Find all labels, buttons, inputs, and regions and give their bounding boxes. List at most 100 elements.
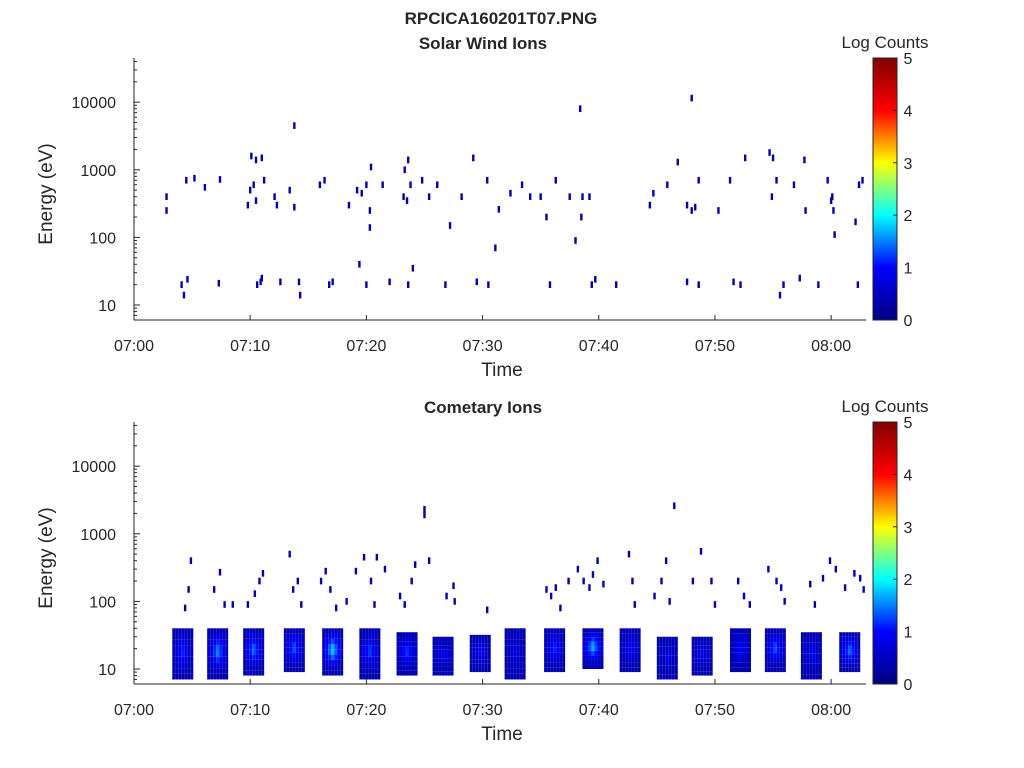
- count-cell: [773, 633, 777, 639]
- count-cell: [648, 201, 652, 209]
- count-cell: [739, 638, 743, 643]
- count-cell: [410, 577, 413, 585]
- count-cell: [553, 667, 557, 673]
- count-cell: [748, 652, 752, 658]
- count-cell: [325, 644, 329, 650]
- count-cell: [803, 663, 807, 669]
- count-cell: [325, 670, 329, 676]
- count-cell: [365, 639, 369, 646]
- count-cell: [800, 642, 804, 648]
- count-cell: [556, 628, 560, 634]
- count-cell: [216, 633, 220, 640]
- count-cell: [522, 645, 526, 652]
- count-cell: [547, 667, 551, 673]
- y-axis-label: Energy (eV): [36, 507, 57, 608]
- count-cell: [399, 651, 403, 657]
- count-cell: [818, 637, 822, 643]
- count-cell: [331, 654, 335, 660]
- count-cell: [833, 231, 836, 238]
- count-cell: [828, 557, 832, 565]
- count-cell: [597, 632, 601, 638]
- count-cell: [292, 633, 296, 639]
- cometary-ions-panel: 07:00 07:10 07:20 07:30 07:40 07:50 08:0010100…: [36, 397, 928, 745]
- count-cell: [475, 655, 479, 660]
- count-cell: [634, 647, 638, 653]
- count-cell: [662, 660, 666, 666]
- count-cell: [295, 662, 299, 668]
- count-cell: [709, 662, 713, 667]
- count-cell: [375, 553, 379, 561]
- count-cell: [818, 658, 822, 664]
- count-cell: [298, 647, 302, 653]
- count-cell: [656, 641, 660, 647]
- count-cell: [748, 638, 752, 643]
- count-cell: [203, 184, 207, 191]
- count-cell: [748, 633, 752, 639]
- count-cell: [519, 645, 523, 652]
- count-cell: [547, 662, 551, 668]
- count-cell: [478, 638, 482, 644]
- count-cell: [369, 577, 373, 585]
- count-cell: [243, 659, 247, 666]
- count-cell: [408, 632, 412, 638]
- count-cell: [427, 557, 431, 565]
- count-cell: [414, 665, 418, 671]
- count-cell: [441, 653, 445, 659]
- count-cell: [507, 673, 511, 680]
- count-cell: [178, 633, 182, 640]
- count-cell: [839, 641, 843, 646]
- count-cell: [764, 657, 768, 663]
- count-cell: [402, 661, 406, 666]
- count-cell: [249, 644, 253, 650]
- count-cell: [662, 636, 666, 642]
- count-cell: [553, 628, 557, 634]
- count-cell: [742, 642, 746, 648]
- count-cell: [703, 662, 707, 667]
- count-cell: [184, 668, 188, 674]
- count-cell: [594, 632, 598, 638]
- count-cell: [591, 571, 595, 578]
- count-cell: [475, 638, 479, 644]
- count-cell: [405, 637, 409, 642]
- count-cell: [189, 557, 193, 565]
- count-cell: [213, 651, 217, 657]
- count-cell: [322, 628, 326, 634]
- count-cell: [513, 633, 517, 640]
- count-cell: [559, 642, 563, 648]
- count-cell: [288, 186, 291, 194]
- count-cell: [854, 645, 858, 650]
- count-cell: [559, 647, 563, 653]
- count-cell: [252, 633, 256, 639]
- count-cell: [258, 659, 262, 666]
- count-cell: [767, 638, 771, 643]
- count-cell: [411, 670, 415, 676]
- count-cell: [776, 667, 780, 673]
- count-cell: [289, 638, 293, 643]
- count-cell: [694, 653, 698, 659]
- count-cell: [481, 659, 485, 664]
- count-cell: [484, 643, 488, 648]
- count-cell: [742, 647, 746, 653]
- count-cell: [325, 654, 329, 660]
- count-cell: [839, 649, 843, 655]
- count-cell: [664, 557, 668, 565]
- count-cell: [685, 201, 689, 209]
- count-cell: [733, 628, 737, 634]
- count-cell: [405, 661, 409, 666]
- count-cell: [190, 662, 194, 669]
- count-cell: [292, 652, 296, 658]
- count-cell: [222, 656, 226, 663]
- count-cell: [450, 641, 454, 646]
- count-cell: [544, 642, 548, 648]
- count-cell: [745, 638, 749, 643]
- count-cell: [178, 656, 182, 663]
- count-cell: [857, 632, 861, 637]
- count-cell: [779, 662, 783, 668]
- count-cell: [545, 586, 548, 593]
- count-cell: [289, 657, 293, 663]
- count-cell: [249, 638, 253, 645]
- count-cell: [279, 278, 282, 286]
- count-cell: [408, 665, 412, 671]
- count-cell: [622, 657, 626, 663]
- count-cell: [553, 638, 557, 643]
